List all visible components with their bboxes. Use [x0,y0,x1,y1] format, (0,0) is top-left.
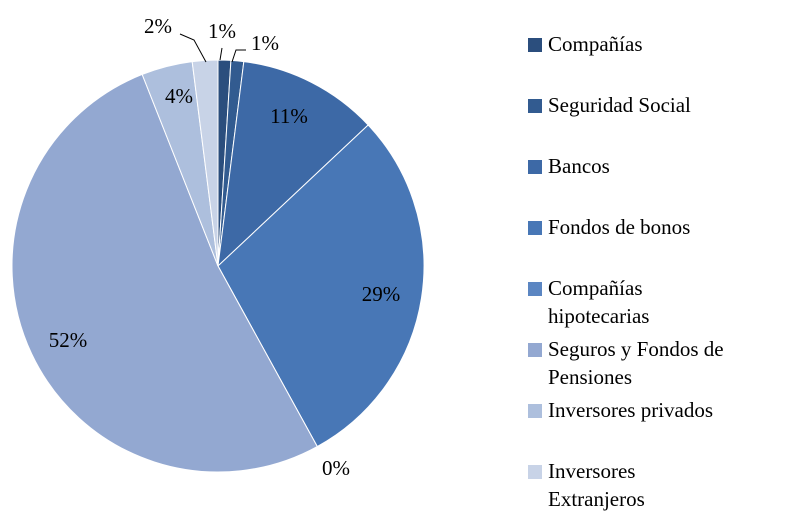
legend-item: Fondos de bonos [528,213,790,241]
legend-swatch [528,343,542,357]
legend-label: Fondos de bonos [548,215,691,239]
data-label: 1% [208,19,236,43]
pie-slice [217,61,369,268]
legend-label: Inversores privados [548,398,714,422]
leader-line [219,47,223,61]
pie-slice [217,124,425,448]
leader-line [179,33,207,63]
legend-item: Inversores privados [528,396,790,424]
legend-item: Inversores Extranjeros [528,457,790,513]
legend-swatch [528,221,542,235]
data-label: 52% [49,328,88,352]
legend-label: Bancos [548,154,610,178]
legend-label: Seguridad Social [548,93,691,117]
legend-item: Seguros y Fondos de Pensiones [528,335,790,391]
pie-slice [11,73,318,473]
leader-line [231,49,246,63]
legend-label: Seguros y Fondos de Pensiones [548,337,724,389]
legend-item: Compañías hipotecarias [528,274,790,330]
data-label: 1% [251,31,279,55]
data-label: 11% [270,104,308,128]
legend-swatch [528,282,542,296]
data-label: 0% [322,456,350,480]
legend-item: Seguridad Social [528,91,790,119]
legend-swatch [528,465,542,479]
legend-swatch [528,99,542,113]
legend-item: Compañías [528,30,790,58]
legend-swatch [528,160,542,174]
legend-label: Inversores Extranjeros [548,459,645,511]
legend-label: Compañías hipotecarias [548,276,650,328]
legend-item: Bancos [528,152,790,180]
data-label: 4% [165,84,193,108]
legend-label: Compañías [548,32,643,56]
legend-swatch [528,38,542,52]
data-label: 29% [362,282,401,306]
data-label: 2% [144,14,172,38]
legend-swatch [528,404,542,418]
